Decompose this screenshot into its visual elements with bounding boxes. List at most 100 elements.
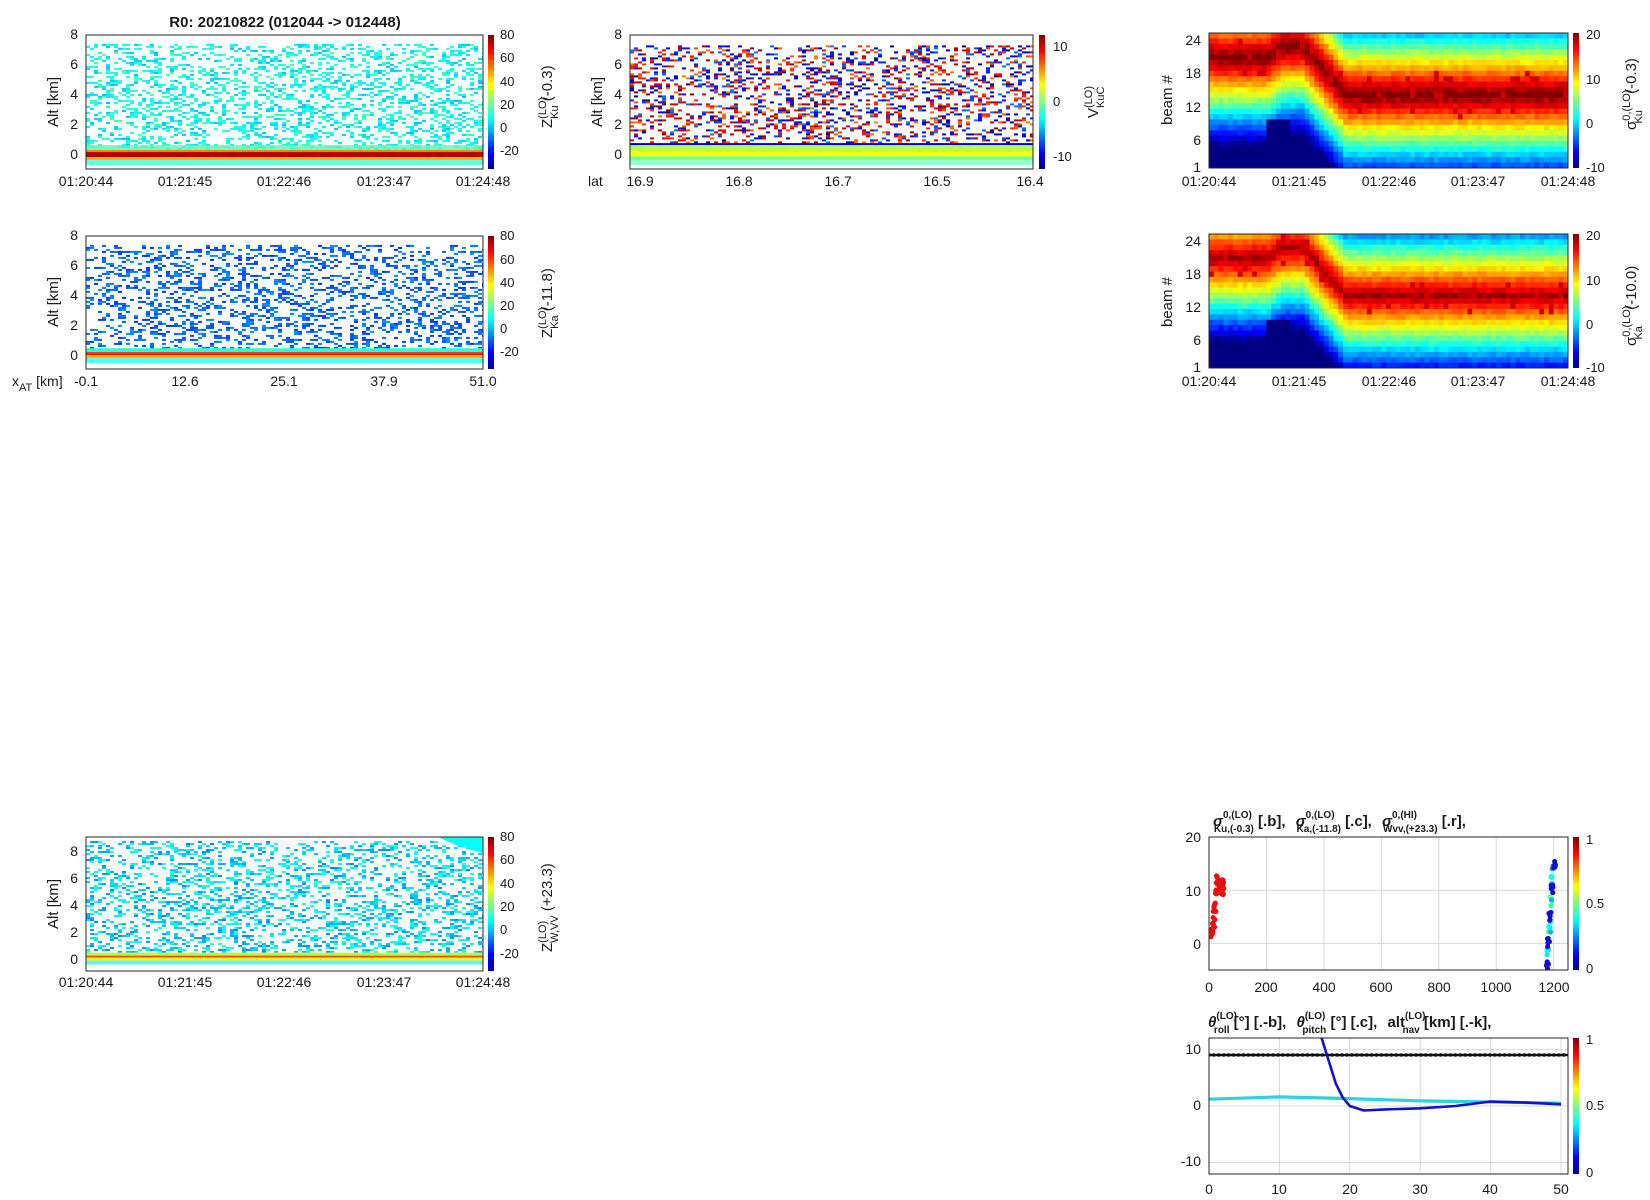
curtain-cell: [830, 89, 834, 92]
curtain-cell: [318, 45, 322, 48]
curtain-cell: [830, 101, 834, 104]
curtain-cell: [818, 71, 822, 74]
curtain-cell: [894, 107, 898, 110]
beam-cell: [1333, 54, 1339, 61]
curtain-cell: [314, 131, 318, 134]
curtain-cell: [986, 103, 990, 106]
curtain-cell: [126, 107, 130, 110]
curtain-cell: [754, 121, 758, 124]
curtain-cell: [254, 67, 258, 70]
curtain-cell: [922, 109, 926, 112]
curtain-cell: [630, 83, 634, 86]
beam-cell: [1228, 146, 1234, 153]
kuc-ytick: 2: [614, 116, 622, 132]
beam-cell: [1386, 65, 1392, 72]
curtain-cell: [386, 139, 390, 142]
curtain-cell: [226, 57, 230, 60]
curtain-cell: [430, 85, 434, 88]
curtain-cell: [970, 137, 974, 140]
beam-cell: [1453, 54, 1459, 61]
curtain-cell: [286, 137, 290, 140]
curtain-cell: [750, 77, 754, 80]
curtain-cell: [798, 85, 802, 88]
curtain-cell: [158, 63, 162, 66]
curtain-cell: [762, 99, 766, 102]
beam-cell: [1276, 108, 1282, 115]
curtain-cell: [106, 93, 110, 96]
curtain-cell: [674, 103, 678, 106]
curtain-cell: [682, 129, 686, 132]
curtain-cell: [410, 105, 414, 108]
curtain-cell: [98, 111, 102, 114]
curtain-cell: [898, 77, 902, 80]
beam-cell: [1438, 114, 1445, 120]
curtain-cell: [138, 43, 142, 46]
beam-cell: [1376, 162, 1382, 168]
curtain-cell: [654, 85, 658, 88]
curtain-cell: [470, 99, 474, 102]
curtain-cell: [390, 57, 394, 60]
beam-cell: [1419, 43, 1425, 50]
curtain-cell: [286, 65, 290, 68]
curtain-cell: [902, 59, 906, 62]
beam-cell: [1285, 124, 1291, 131]
curtain-cell: [650, 127, 654, 130]
curtain-cell: [282, 87, 286, 90]
curtain-cell: [718, 117, 722, 120]
beam-cell: [1338, 157, 1344, 164]
beam-cell: [1232, 81, 1239, 88]
curtain-cell: [634, 81, 638, 84]
curtain-cell: [290, 97, 294, 100]
beam-cell: [1405, 135, 1411, 142]
curtain-cell: [1014, 125, 1018, 128]
beam-cell: [1467, 135, 1473, 142]
curtain-cell: [822, 71, 826, 74]
curtain-cell: [726, 83, 730, 86]
curtain-cell: [366, 125, 370, 128]
beam-cell: [1218, 108, 1224, 115]
curtain-cell: [1018, 119, 1022, 122]
beam-cell: [1256, 65, 1263, 72]
curtain-cell: [254, 85, 258, 88]
curtain-cell: [734, 103, 738, 106]
beam-cell: [1457, 108, 1464, 115]
beam-cell: [1376, 119, 1382, 126]
beam-cell: [1400, 49, 1406, 56]
curtain-cell: [926, 57, 930, 60]
curtain-cell: [914, 133, 918, 136]
curtain-cell: [782, 87, 786, 90]
curtain-cell: [458, 63, 462, 66]
curtain-cell: [90, 123, 94, 126]
curtain-cell: [314, 45, 318, 48]
curtain-cell: [690, 117, 694, 120]
curtain-cell: [458, 107, 462, 110]
curtain-cell: [806, 67, 810, 70]
beam-cell: [1309, 38, 1315, 45]
curtain-cell: [286, 127, 290, 130]
curtain-cell: [1014, 113, 1018, 116]
beam-cell: [1376, 43, 1382, 50]
curtain-cell: [246, 115, 250, 118]
beam-cell: [1309, 151, 1315, 158]
curtain-cell: [446, 129, 450, 132]
curtain-cell: [458, 93, 462, 96]
curtain-cell: [906, 67, 910, 70]
curtain-cell: [722, 139, 726, 142]
curtain-cell: [250, 59, 254, 62]
curtain-cell: [154, 141, 158, 144]
curtain-cell: [118, 47, 122, 50]
curtain-cell: [142, 127, 146, 130]
curtain-cell: [222, 103, 226, 106]
curtain-cell: [862, 131, 866, 134]
beam-cell: [1237, 54, 1244, 61]
beam-cell: [1410, 135, 1416, 142]
curtain-cell: [642, 89, 646, 92]
curtain-cell: [310, 79, 314, 82]
beam-cell: [1299, 60, 1306, 66]
curtain-cell: [338, 121, 342, 124]
curtain-cell: [918, 109, 922, 112]
curtain-cell: [718, 129, 722, 132]
curtain-cell: [410, 115, 414, 118]
curtain-cell: [250, 143, 254, 146]
curtain-cell: [258, 73, 262, 76]
